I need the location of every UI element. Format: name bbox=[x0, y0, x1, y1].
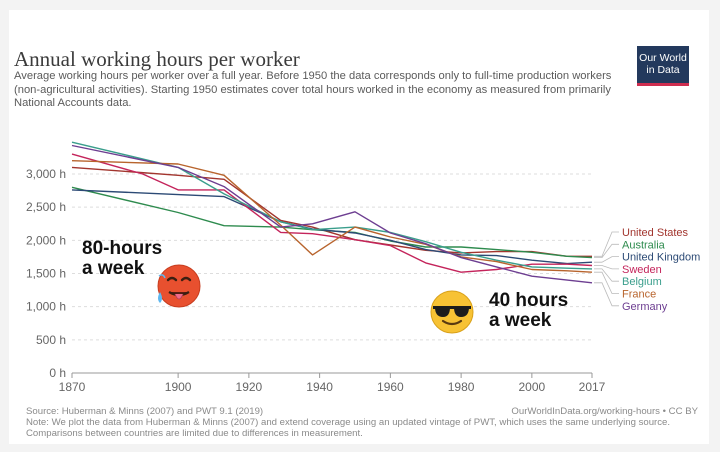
legend-connector bbox=[594, 271, 619, 294]
x-tick-label: 1980 bbox=[448, 380, 475, 394]
legend-connector bbox=[594, 231, 619, 257]
source-url-link[interactable]: OurWorldInData.org/working-hours • CC BY bbox=[511, 406, 698, 417]
source-text: Source: Huberman & Minns (2007) and PWT … bbox=[26, 406, 264, 417]
owid-logo[interactable]: Our World in Data bbox=[637, 46, 689, 86]
series-lines bbox=[71, 141, 593, 284]
x-tick-label: 2017 bbox=[579, 380, 606, 394]
legend-connector bbox=[594, 256, 619, 263]
legend-connector bbox=[594, 268, 619, 282]
logo-line-2: in Data bbox=[646, 64, 680, 76]
annotation-80-hours: 80-hours a week bbox=[82, 239, 162, 279]
series-line-germany[interactable] bbox=[71, 144, 593, 284]
chart-title: Annual working hours per worker bbox=[14, 47, 300, 71]
legend-item-united-states[interactable]: United States bbox=[622, 227, 689, 239]
y-tick-label: 3,000 h bbox=[26, 167, 66, 181]
chart-subtitle: Average working hours per worker over a … bbox=[14, 70, 612, 110]
annotation-80-hours-line2: a week bbox=[82, 258, 145, 279]
y-tick-label: 500 h bbox=[36, 333, 66, 347]
legend-item-sweden[interactable]: Sweden bbox=[622, 264, 662, 276]
x-tick-label: 1870 bbox=[59, 380, 86, 394]
legend-item-belgium[interactable]: Belgium bbox=[622, 276, 662, 288]
x-tick-label: 1960 bbox=[377, 380, 404, 394]
legend-item-germany[interactable]: Germany bbox=[622, 301, 668, 313]
annotation-40-hours-line1: 40 hours bbox=[489, 290, 569, 311]
legend-item-australia[interactable]: Australia bbox=[622, 239, 666, 251]
series-line-united-kingdom[interactable] bbox=[71, 189, 593, 265]
legend-connector bbox=[594, 265, 619, 270]
x-tick-label: 2000 bbox=[519, 380, 546, 394]
y-tick-label: 0 h bbox=[49, 366, 66, 380]
chart-footer: Source: Huberman & Minns (2007) and PWT … bbox=[26, 406, 696, 439]
y-tick-label: 2,500 h bbox=[26, 200, 66, 214]
legend-connector bbox=[594, 243, 619, 259]
x-tick-label: 1900 bbox=[165, 380, 192, 394]
annotation-40-hours-line2: a week bbox=[489, 310, 552, 331]
x-axis: 1870 1900 1920 1940 1960 1980 2000 2017 bbox=[59, 373, 606, 394]
y-tick-label: 1,000 h bbox=[26, 300, 66, 314]
legend-connector bbox=[594, 282, 619, 307]
y-tick-label: 1,500 h bbox=[26, 267, 66, 281]
legend-item-france[interactable]: France bbox=[622, 289, 656, 301]
annotation-40-hours: 40 hours a week bbox=[489, 291, 568, 331]
y-axis: 0 h 500 h 1,000 h 1,500 h 2,000 h 2,500 h 3,00… bbox=[26, 167, 66, 380]
hot-face-emoji bbox=[157, 264, 201, 308]
x-tick-label: 1920 bbox=[236, 380, 263, 394]
legend-item-united-kingdom[interactable]: United Kingdom bbox=[622, 252, 700, 264]
x-tick-label: 1940 bbox=[306, 380, 333, 394]
y-tick-label: 2,000 h bbox=[26, 233, 66, 247]
annotation-80-hours-line1: 80-hours bbox=[82, 238, 163, 259]
sunglasses-emoji bbox=[430, 290, 474, 334]
note-text: Note: We plot the data from Huberman & M… bbox=[26, 417, 671, 439]
series-line-france[interactable] bbox=[71, 160, 593, 273]
logo-line-1: Our World bbox=[639, 52, 687, 64]
